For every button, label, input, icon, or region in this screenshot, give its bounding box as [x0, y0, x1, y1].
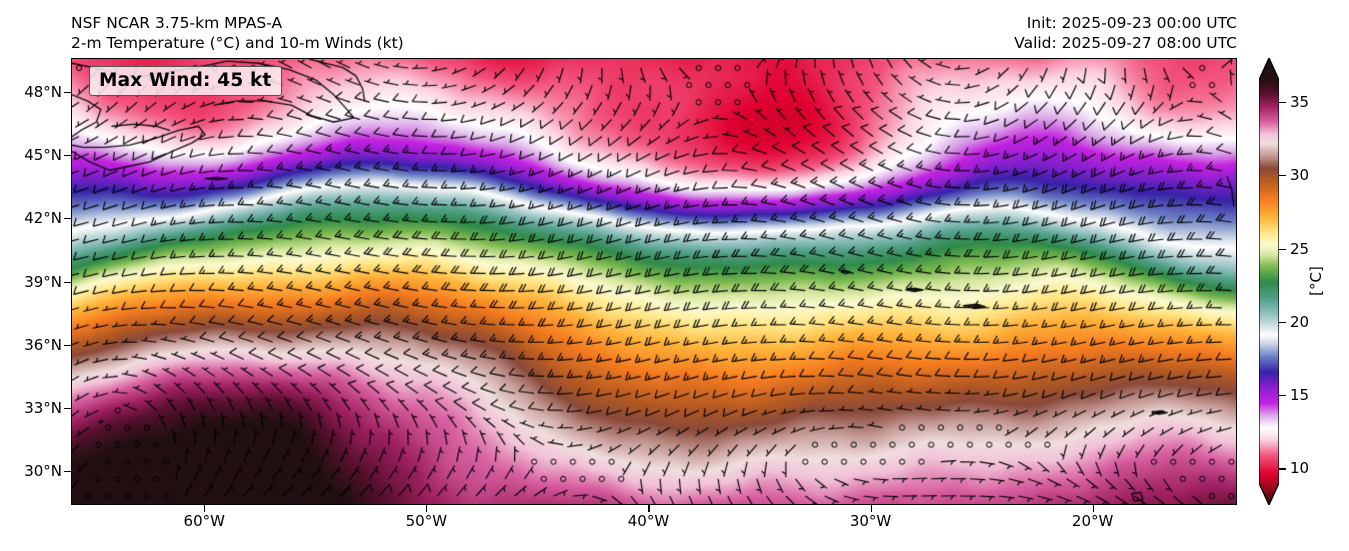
map-plot-area: [71, 58, 1237, 505]
colorbar-tick-label: 15: [1290, 386, 1310, 405]
colorbar-tick-label: 10: [1290, 459, 1310, 478]
colorbar-axis-label: [°C]: [1307, 266, 1325, 296]
colorbar-tick-mark: [1279, 468, 1286, 470]
y-axis-tick-mark: [64, 344, 71, 346]
y-axis-tick-label: 48°N: [24, 82, 62, 101]
colorbar-gradient: [1259, 58, 1279, 505]
x-axis-tick-label: 60°W: [183, 512, 225, 530]
y-axis-tick-label: 45°N: [24, 145, 62, 164]
x-axis-tick-mark: [1092, 505, 1094, 512]
x-axis-tick-mark: [870, 505, 872, 512]
y-axis-tick-label: 33°N: [24, 399, 62, 417]
temperature-wind-field-canvas: [72, 59, 1236, 504]
y-axis-tick-label: 42°N: [24, 209, 62, 228]
figure-title-right: Init: 2025-09-23 00:00 UTC Valid: 2025-09…: [1014, 13, 1237, 53]
y-axis-tick-mark: [64, 471, 71, 473]
colorbar-tick-mark: [1279, 395, 1286, 397]
y-axis-tick-mark: [64, 218, 71, 220]
x-axis-tick-label: 30°W: [849, 512, 892, 530]
x-axis-tick-label: 20°W: [1071, 512, 1114, 530]
x-axis-tick-mark: [204, 505, 206, 512]
x-axis-tick-mark: [648, 505, 650, 512]
field-description-line: 2-m Temperature (°C) and 10-m Winds (kt): [71, 34, 404, 52]
y-axis-tick-mark: [64, 408, 71, 410]
figure-title-left: NSF NCAR 3.75-km MPAS-A 2-m Temperature (…: [71, 13, 404, 53]
colorbar-tick-mark: [1279, 321, 1286, 323]
max-wind-annotation: Max Wind: 45 kt: [89, 66, 282, 96]
y-axis-tick-label: 36°N: [24, 335, 62, 354]
y-axis-tick-mark: [64, 281, 71, 283]
colorbar-tick-label: 20: [1290, 312, 1310, 331]
colorbar-tick-label: 30: [1290, 166, 1310, 185]
x-axis-tick-label: 50°W: [405, 512, 448, 530]
x-axis-tick-mark: [426, 505, 428, 512]
colorbar-tick-mark: [1279, 175, 1286, 177]
x-axis-tick-label: 40°W: [627, 512, 670, 530]
y-axis-tick-mark: [64, 154, 71, 157]
y-axis-tick-label: 39°N: [24, 272, 62, 291]
colorbar-tick-mark: [1279, 248, 1286, 250]
colorbar-tick-label: 35: [1290, 92, 1310, 111]
model-name-line: NSF NCAR 3.75-km MPAS-A: [71, 14, 283, 32]
colorbar-tick-mark: [1279, 101, 1286, 104]
init-time-label: Init: 2025-09-23 00:00 UTC: [1026, 14, 1237, 32]
y-axis-tick-label: 30°N: [24, 462, 62, 481]
colorbar-tick-label: 25: [1290, 239, 1310, 258]
y-axis-tick-mark: [64, 91, 71, 93]
temperature-colorbar: [1259, 58, 1279, 505]
valid-time-label: Valid: 2025-09-27 08:00 UTC: [1014, 34, 1237, 52]
